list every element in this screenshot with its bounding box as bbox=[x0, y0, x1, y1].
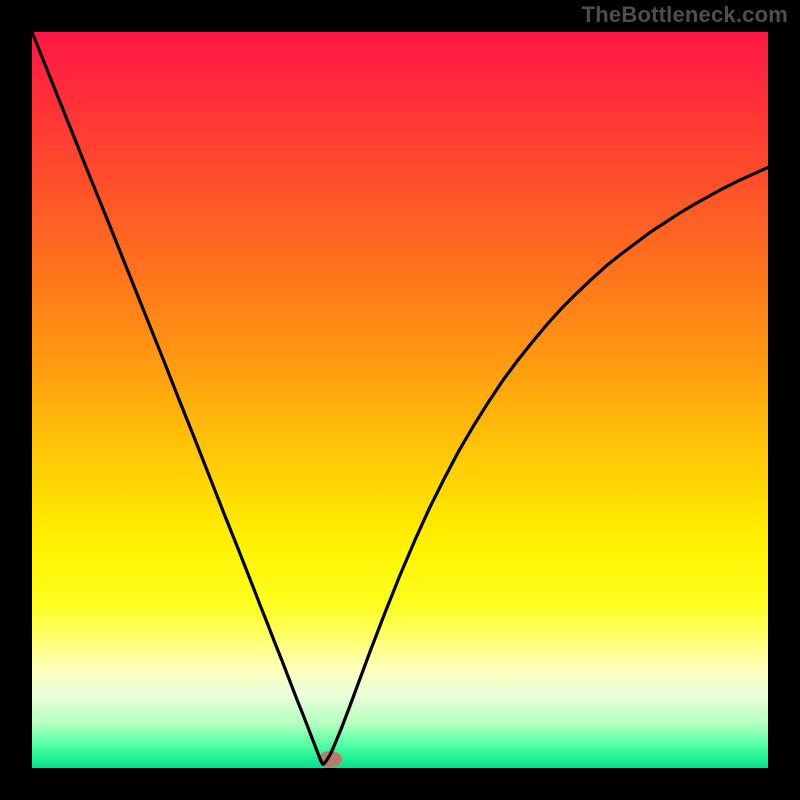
valley-marker bbox=[318, 751, 342, 767]
bottleneck-curve bbox=[32, 32, 768, 764]
chart-plot-area bbox=[32, 32, 768, 768]
watermark-text: TheBottleneck.com bbox=[582, 2, 788, 28]
chart-svg bbox=[32, 32, 768, 768]
chart-frame: TheBottleneck.com bbox=[0, 0, 800, 800]
